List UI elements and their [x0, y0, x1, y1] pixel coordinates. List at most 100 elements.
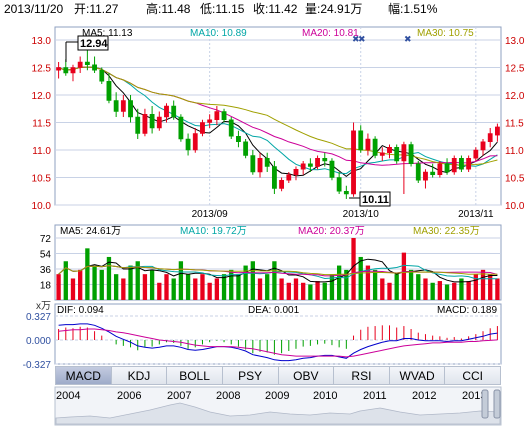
- header-change: 幅:1.51%: [388, 1, 438, 16]
- volume-bar: [236, 274, 241, 300]
- candle-body: [99, 70, 105, 82]
- candle-body: [236, 136, 241, 142]
- price-legend-ma5: MA5: 11.13: [82, 28, 133, 39]
- volume-bar: [142, 274, 148, 300]
- tab-kdj[interactable]: KDJ: [111, 366, 168, 385]
- price-panel: [54, 26, 502, 206]
- candle-body: [84, 61, 90, 65]
- tab-wvad[interactable]: WVAD: [389, 366, 446, 385]
- candle-body: [214, 111, 220, 120]
- volume-bar: [63, 261, 68, 300]
- volume-bar: [387, 282, 392, 300]
- tab-macd[interactable]: MACD: [55, 366, 112, 385]
- volume-ma-lines: [58, 258, 498, 283]
- price-y-tick-right: 10.5: [505, 174, 525, 185]
- macd-histogram: [58, 325, 498, 355]
- tab-psy[interactable]: PSY: [222, 366, 279, 385]
- timeline-handle-left[interactable]: [481, 389, 489, 419]
- volume-legend-ma20: MA20: 20.37万: [298, 226, 365, 237]
- candle-body: [401, 144, 407, 162]
- volume-ma30-line: [58, 265, 498, 276]
- timeline-year: 2007: [167, 390, 191, 402]
- volume-bar: [243, 265, 248, 300]
- volume-legend-ma5: MA5: 24.61万: [60, 226, 121, 237]
- candle-body: [387, 147, 392, 153]
- price-y-tick-right: 12.5: [505, 64, 525, 75]
- candle-body: [293, 169, 299, 175]
- price-legend-ma10: MA10: 10.89: [190, 28, 247, 39]
- timeline-years: 2004 2006 2007 2008 2009 2010 2011 2012 2013: [56, 390, 486, 402]
- tab-cci[interactable]: CCI: [445, 366, 501, 385]
- volume-bar: [293, 278, 299, 300]
- candle-body: [149, 114, 155, 129]
- candle-body: [307, 163, 313, 167]
- volume-bar: [408, 269, 414, 300]
- svg-text:✖: ✖: [358, 35, 366, 45]
- volume-bar: [85, 248, 90, 300]
- candle-body: [63, 67, 69, 74]
- candle-body: [192, 133, 198, 151]
- tab-obv[interactable]: OBV: [278, 366, 335, 385]
- volume-bar: [372, 269, 378, 300]
- header-date: 2013/11/20: [4, 2, 63, 16]
- price-y-tick-left: 11.0: [32, 146, 51, 157]
- event-icon: ✖ ✖: [352, 35, 366, 45]
- candle-body: [351, 130, 356, 195]
- volume-bar: [56, 274, 61, 300]
- candle-body: [300, 163, 306, 170]
- volume-bar: [272, 261, 277, 300]
- candle-body: [415, 163, 421, 181]
- volume-bar: [279, 278, 284, 300]
- volume-bar: [250, 261, 255, 300]
- volume-bar: [394, 274, 399, 300]
- timeline-handle-right[interactable]: [493, 389, 501, 419]
- candle-body: [200, 122, 205, 134]
- volume-bar: [301, 282, 306, 300]
- volume-bar: [78, 269, 83, 300]
- price-y-axis-left: 13.0 12.5 12.0 11.5 11.0 10.5 10.0: [32, 36, 52, 212]
- header-volume: 量:24.91万: [305, 2, 362, 16]
- volume-legend: MA5: 24.61万 MA10: 19.72万 MA20: 20.37万 MA…: [60, 226, 480, 237]
- candle-body: [142, 114, 148, 134]
- volume-bar: [128, 265, 133, 300]
- candle-body: [437, 163, 443, 175]
- volume-bar: [257, 278, 263, 300]
- volume-y-tick: 72: [40, 234, 52, 245]
- candle-body: [221, 111, 227, 120]
- volume-y-tick: 18: [40, 281, 52, 292]
- volume-bar: [221, 274, 227, 300]
- volume-bar: [70, 278, 76, 300]
- candle-body: [92, 64, 97, 71]
- volume-bar: [437, 281, 443, 300]
- tab-rsi[interactable]: RSI: [334, 366, 390, 385]
- svg-text:✖: ✖: [352, 35, 360, 45]
- volume-bar: [459, 278, 464, 300]
- tab-boll[interactable]: BOLL: [167, 366, 223, 385]
- macd-dif-label: DIF: 0.094: [57, 305, 104, 316]
- volume-bar: [401, 252, 407, 300]
- candle-body: [480, 141, 486, 151]
- candle-body: [279, 180, 285, 189]
- volume-y-tick: 54: [40, 250, 52, 261]
- volume-bar: [380, 278, 385, 300]
- volume-bar: [229, 269, 234, 300]
- volume-bar: [121, 278, 126, 300]
- volume-legend-ma30: MA30: 22.35万: [413, 226, 480, 237]
- high-marker-label: 12.94: [80, 38, 108, 50]
- candle-body: [257, 158, 263, 173]
- ma10-line: [58, 66, 498, 175]
- macd-dif-line: [58, 323, 498, 362]
- price-y-tick-left: 12.5: [32, 64, 52, 75]
- macd-y-axis: 0.327 0.000 -0.327: [23, 312, 52, 371]
- macd-dea-label: DEA: 0.001: [248, 305, 300, 316]
- volume-bar: [495, 278, 500, 300]
- volume-unit-label: x万: [36, 301, 51, 312]
- timeline-year: 2004: [56, 390, 80, 402]
- candle-body: [128, 100, 133, 118]
- candle-body: [286, 174, 292, 181]
- candle-body: [451, 158, 457, 173]
- candle-body: [185, 138, 191, 151]
- volume-bar: [113, 274, 119, 300]
- volume-bar: [286, 282, 291, 300]
- candle-body: [120, 100, 126, 112]
